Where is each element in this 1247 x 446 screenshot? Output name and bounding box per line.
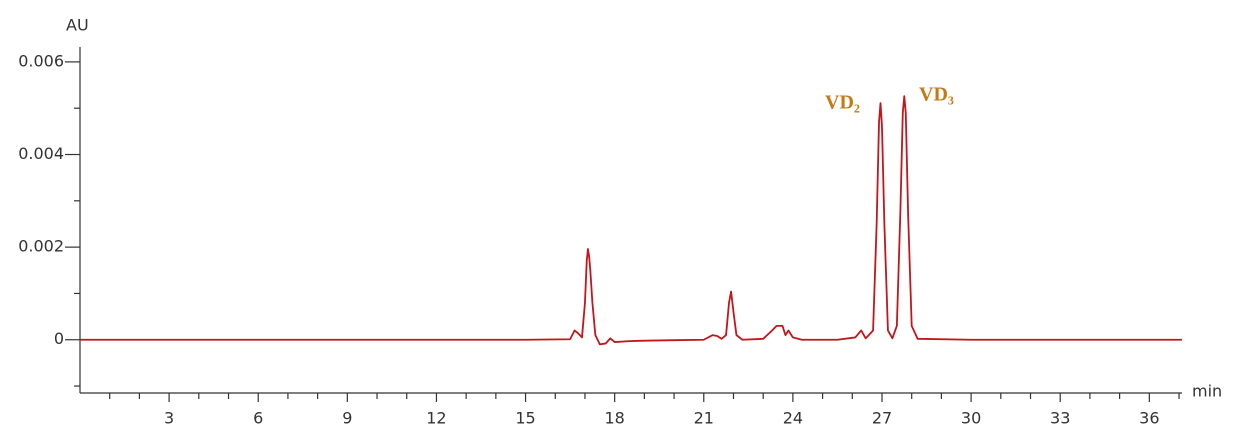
x-tick-label: 36 [1139,409,1159,428]
annotation: VD₂ [825,92,860,114]
annotation: VD₃ [919,84,954,106]
x-axis-label: min [1192,382,1222,401]
x-tick-label: 18 [604,409,624,428]
y-tick-label: 0 [54,329,64,348]
x-tick-label: 27 [872,409,892,428]
y-tick-label: 0.002 [18,237,64,256]
x-tick-label: 24 [783,409,803,428]
x-tick-label: 15 [515,409,535,428]
trace-line [80,95,1182,346]
y-tick-label: 0.006 [18,51,64,70]
x-tick-label: 33 [1050,409,1070,428]
x-tick-label: 30 [961,409,981,428]
x-tick-label: 9 [342,409,352,428]
x-tick-label: 21 [694,409,714,428]
x-tick-label: 12 [426,409,446,428]
x-tick-label: 3 [164,409,174,428]
y-axis-label: AU [66,16,89,35]
y-tick-label: 0.004 [18,144,64,163]
x-tick-label: 6 [253,409,263,428]
